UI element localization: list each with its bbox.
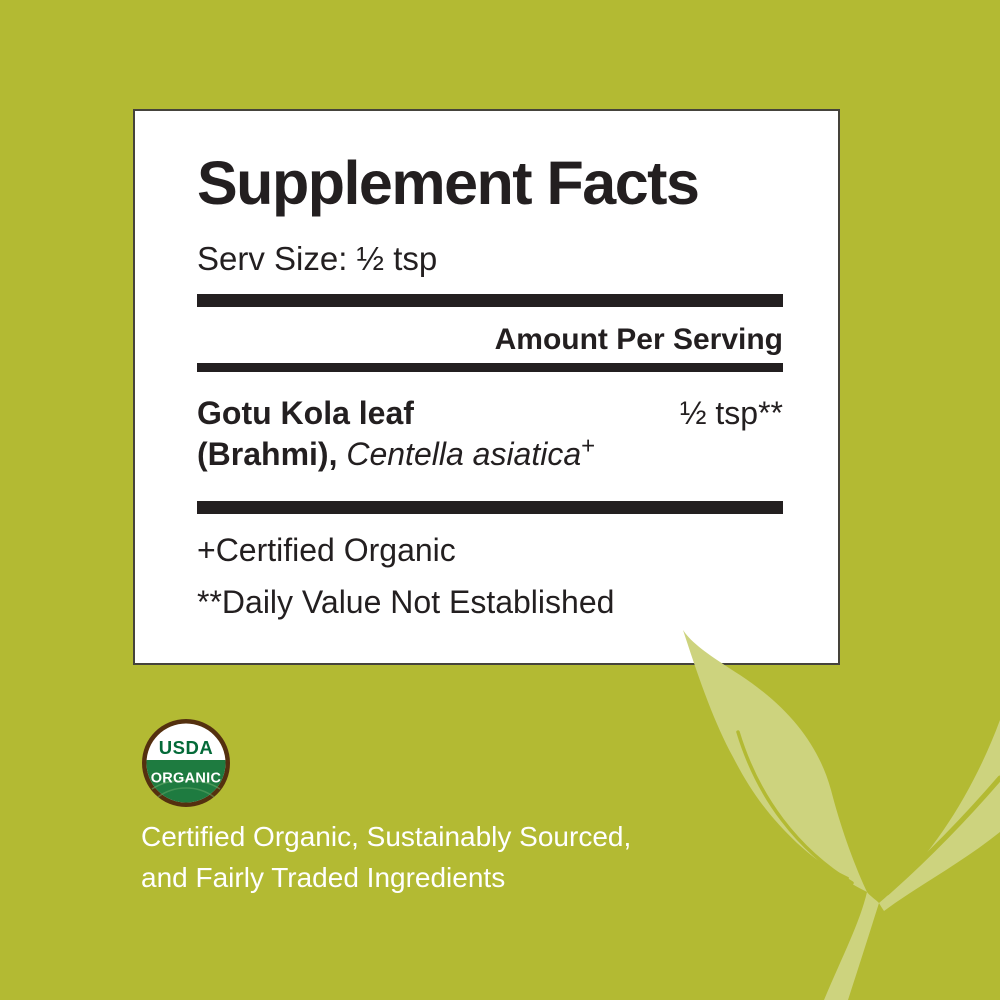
tagline-line2: and Fairly Traded Ingredients xyxy=(141,862,506,893)
sprout-left-leaf xyxy=(683,630,867,892)
sprout-stem xyxy=(824,892,879,1000)
supplement-facts-panel: Supplement Facts Serv Size: ½ tsp Amount… xyxy=(133,109,840,665)
seal-field-line xyxy=(151,779,221,790)
ingredient-name: Gotu Kola leaf (Brahmi), Centella asiati… xyxy=(197,393,595,476)
certified-organic-symbol: + xyxy=(581,432,596,460)
seal-field-line xyxy=(157,787,215,798)
sprout-leaf-decoration-icon xyxy=(683,630,1000,1000)
ingredient-amount-value: ½ tsp xyxy=(679,394,759,431)
serving-size-text: Serv Size: ½ tsp xyxy=(197,240,438,277)
seal-green-band xyxy=(146,760,226,803)
sprout-left-leaf-vein-branch xyxy=(767,819,849,879)
seal-usda-text: USDA xyxy=(159,737,213,758)
divider-thin-header xyxy=(197,362,783,372)
sprout-right-leaf xyxy=(879,720,1000,911)
ingredient-name-line1: Gotu Kola leaf xyxy=(197,394,414,431)
tagline: Certified Organic, Sustainably Sourced, … xyxy=(141,816,631,898)
sprout-left-leaf-vein xyxy=(736,730,854,885)
panel-title: Supplement Facts xyxy=(197,149,700,217)
ingredient-botanical-name: Centella asiatica xyxy=(346,436,582,473)
seal-organic-text: ORGANIC xyxy=(151,771,222,787)
amount-per-serving-header: Amount Per Serving xyxy=(494,322,783,356)
ingredient-row: Gotu Kola leaf (Brahmi), Centella asiati… xyxy=(197,393,783,476)
ingredient-name-common: (Brahmi), xyxy=(197,436,347,473)
divider-thick-top xyxy=(197,293,783,307)
tagline-line1: Certified Organic, Sustainably Sourced, xyxy=(141,821,632,852)
supplement-facts-content: Supplement Facts Serv Size: ½ tsp Amount… xyxy=(197,111,783,624)
footnote-certified-organic: +Certified Organic xyxy=(197,531,456,568)
usda-organic-seal-icon: USDA ORGANIC xyxy=(142,719,230,807)
sprout-right-leaf-vein xyxy=(884,775,1000,896)
footnote-daily-value: **Daily Value Not Established xyxy=(197,584,615,621)
ingredient-amount: ½ tsp** xyxy=(680,393,783,435)
daily-value-symbol: ** xyxy=(758,394,783,431)
divider-thick-bottom xyxy=(197,500,783,514)
